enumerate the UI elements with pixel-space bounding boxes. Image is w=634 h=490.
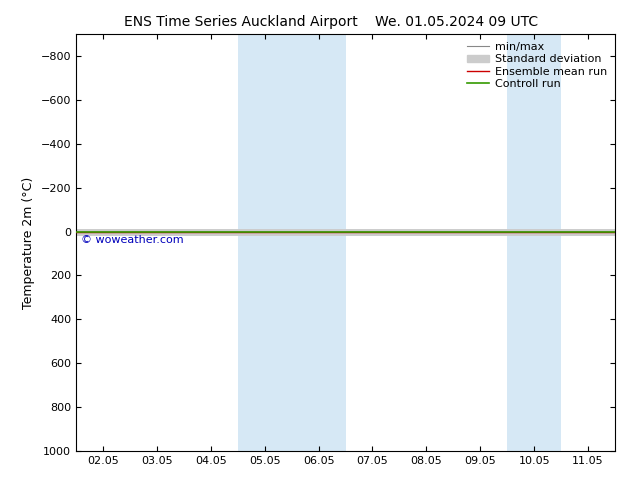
Text: ENS Time Series Auckland Airport: ENS Time Series Auckland Airport — [124, 15, 358, 29]
Bar — [238, 34, 346, 451]
Y-axis label: Temperature 2m (°C): Temperature 2m (°C) — [22, 176, 35, 309]
Bar — [507, 34, 561, 451]
Text: We. 01.05.2024 09 UTC: We. 01.05.2024 09 UTC — [375, 15, 538, 29]
Legend: min/max, Standard deviation, Ensemble mean run, Controll run: min/max, Standard deviation, Ensemble me… — [463, 38, 612, 93]
Text: © woweather.com: © woweather.com — [81, 236, 184, 245]
